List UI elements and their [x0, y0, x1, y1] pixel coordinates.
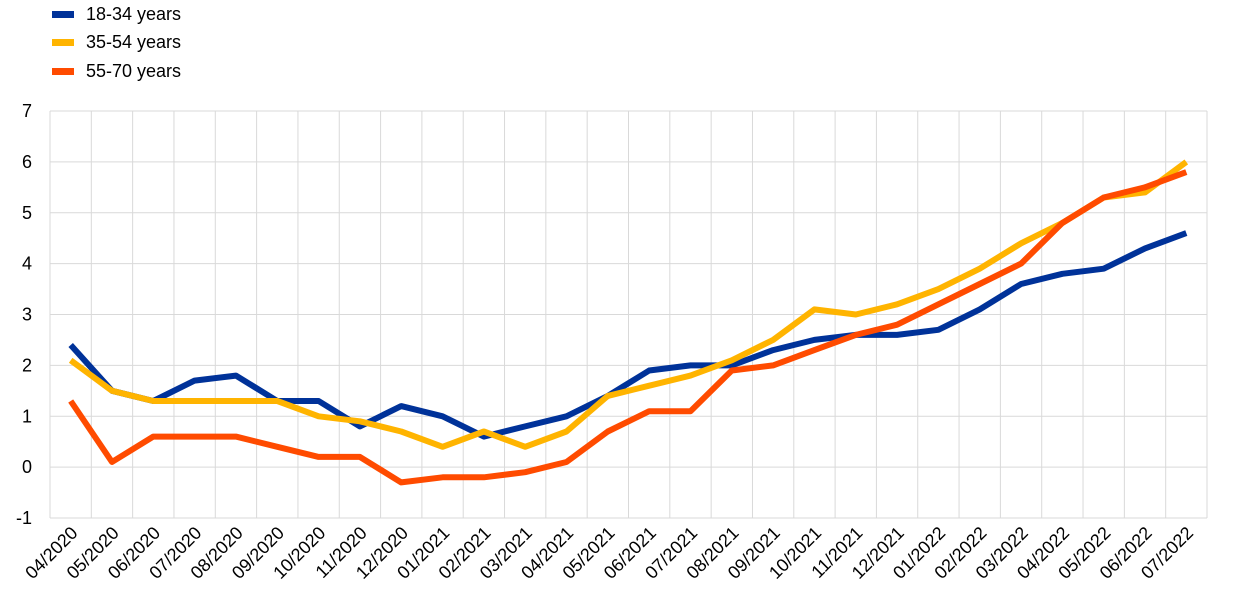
y-tick-label: 0	[22, 457, 32, 477]
y-tick-label: 7	[22, 101, 32, 121]
legend-swatch-35-54	[52, 39, 74, 47]
y-tick-label: -1	[16, 508, 32, 528]
legend-label-18-34: 18-34 years	[86, 3, 182, 24]
legend-label-35-54: 35-54 years	[86, 32, 182, 53]
legend-swatch-18-34	[52, 10, 74, 18]
legend-label-55-70: 55-70 years	[86, 60, 182, 81]
x-axis: 04/202005/202006/202007/202008/202009/20…	[21, 523, 1197, 583]
legend-item-35-54: 35-54 years	[52, 29, 181, 58]
legend-item-55-70: 55-70 years	[52, 57, 181, 86]
y-tick-label: 1	[22, 406, 32, 426]
legend-swatch-55-70	[52, 67, 74, 75]
y-axis: -1 0 1 2 3 4 5 6 7	[16, 101, 32, 528]
series-line-2	[68, 169, 1188, 486]
y-tick-label: 5	[22, 203, 32, 223]
legend-item-18-34: 18-34 years	[52, 0, 181, 29]
y-tick-label: 3	[22, 305, 32, 325]
series-line-1	[68, 159, 1189, 450]
series-line-0	[68, 230, 1188, 440]
y-tick-label: 2	[22, 355, 32, 375]
series-lines	[68, 159, 1189, 486]
y-tick-label: 4	[22, 254, 32, 274]
grid	[49, 110, 1208, 519]
y-tick-label: 6	[22, 152, 32, 172]
legend: 18-34 years 35-54 years 55-70 years	[52, 0, 181, 86]
